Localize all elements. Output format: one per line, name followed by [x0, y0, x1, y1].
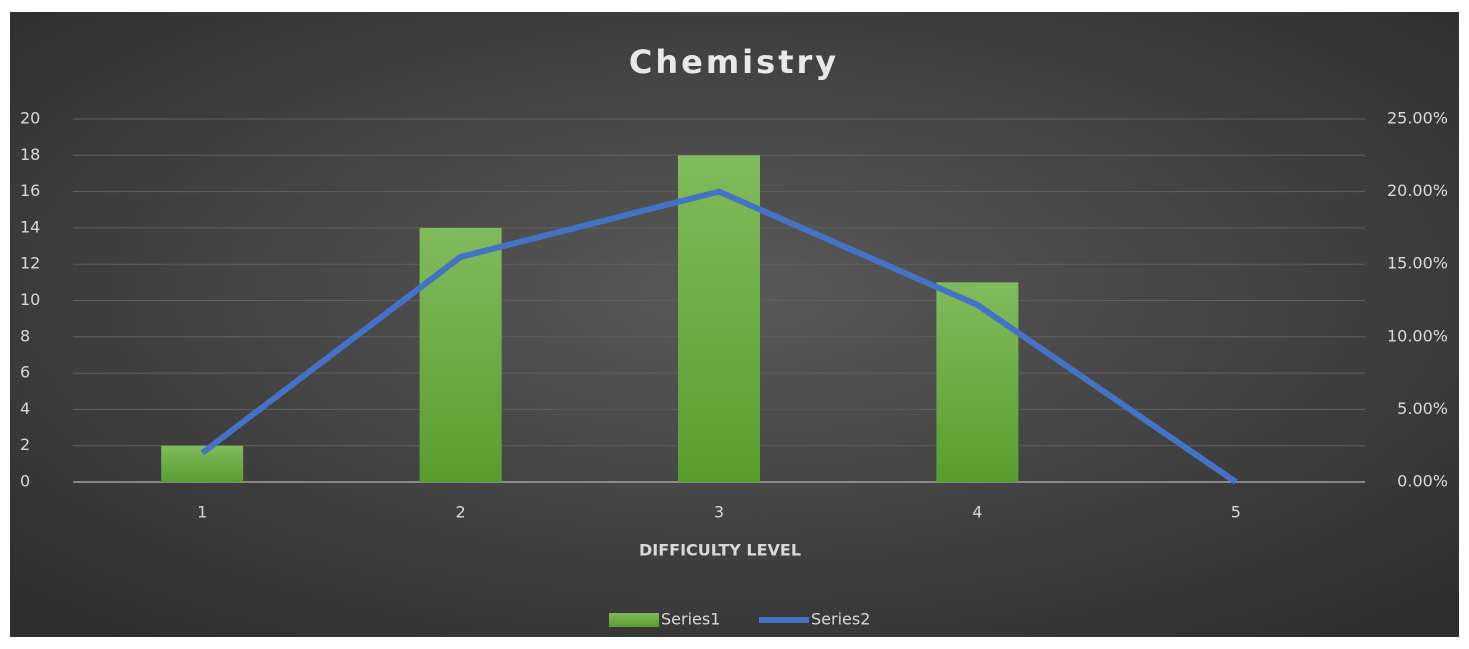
y-tick-label: 18: [20, 145, 40, 164]
y2-tick-label: 0.00%: [1397, 472, 1448, 491]
legend-swatch: [609, 613, 659, 627]
legend-label: Series1: [661, 610, 720, 629]
y-tick-label: 0: [20, 472, 30, 491]
y2-tick-label: 20.00%: [1387, 181, 1448, 200]
y-tick-label: 16: [20, 181, 40, 200]
y2-tick-label: 15.00%: [1387, 254, 1448, 273]
y-tick-label: 4: [20, 399, 30, 418]
x-axis-label: DIFFICULTY LEVEL: [639, 541, 801, 560]
bar: [936, 282, 1019, 482]
y-tick-label: 2: [20, 435, 30, 454]
x-tick-label: 4: [972, 503, 982, 522]
y-tick-label: 8: [20, 326, 30, 345]
y2-tick-label: 10.00%: [1387, 326, 1448, 345]
bar: [419, 227, 502, 482]
y-tick-label: 6: [20, 363, 30, 382]
line: [200, 188, 1238, 485]
legend-label: Series2: [811, 610, 870, 629]
bar: [678, 155, 760, 483]
x-tick-label: 1: [197, 503, 207, 522]
y2-tick-label: 25.00%: [1387, 109, 1448, 128]
y2-tick-label: 5.00%: [1397, 399, 1448, 418]
x-tick-label: 2: [456, 503, 466, 522]
y-tick-label: 14: [20, 217, 40, 236]
chart-title: Chemistry: [629, 43, 839, 81]
y-tick-label: 10: [20, 290, 40, 309]
y-tick-label: 12: [20, 254, 40, 273]
x-tick-label: 5: [1231, 503, 1241, 522]
y-tick-label: 20: [20, 109, 40, 128]
x-tick-label: 3: [714, 503, 724, 522]
